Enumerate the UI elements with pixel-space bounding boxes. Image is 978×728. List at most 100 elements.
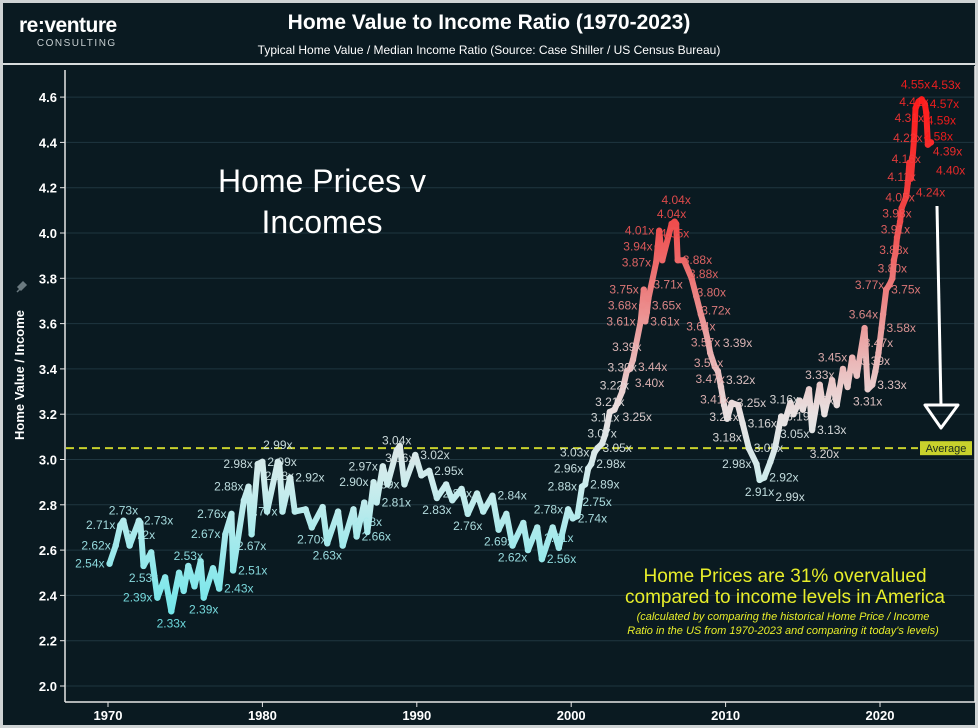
y-tick-label: 3.2 [39, 407, 57, 422]
data-label: 3.04x [382, 433, 411, 447]
data-label: 3.64x [849, 308, 878, 322]
data-label: 3.25x [623, 410, 652, 424]
data-label: 3.47x [864, 336, 893, 350]
x-tick-label: 2000 [557, 708, 586, 723]
data-point [412, 451, 419, 459]
data-point [503, 510, 510, 518]
data-point [509, 542, 516, 549]
data-label: 2.39x [189, 603, 218, 617]
data-label: 4.39x [933, 145, 962, 159]
logo: re:venture CONSULTING [19, 15, 117, 50]
data-label: 3.61x [650, 314, 679, 328]
data-point [591, 449, 598, 456]
data-point [918, 96, 925, 103]
data-point [449, 497, 456, 504]
data-label: 2.81x [382, 496, 411, 510]
data-label: 2.99x [263, 438, 292, 452]
data-label: 3.98x [882, 207, 911, 221]
data-label: 2.51x [238, 563, 267, 577]
data-point [637, 318, 644, 325]
y-tick-label: 3.0 [39, 453, 57, 468]
headline-text: Incomes [262, 204, 383, 240]
data-point [495, 526, 502, 533]
data-label: 2.90x [339, 475, 368, 489]
y-axis-label: Home Value / Income [12, 310, 27, 440]
data-point [869, 381, 876, 388]
data-point [248, 531, 255, 538]
data-point [319, 503, 326, 511]
data-point [896, 218, 904, 225]
data-point [886, 281, 893, 289]
data-label: 3.47x [695, 372, 724, 386]
x-tick-label: 2010 [711, 708, 740, 723]
data-label: 2.98x [223, 457, 252, 471]
x-tick-label: 2020 [866, 708, 895, 723]
data-point [276, 460, 283, 468]
data-point [799, 406, 806, 413]
data-point [222, 531, 229, 538]
data-label: 2.76x [453, 519, 482, 533]
callout-text: compared to income levels in America [625, 587, 945, 608]
callout-note: (calculated by comparing the historical … [637, 611, 930, 623]
data-point [479, 508, 487, 515]
data-point [433, 494, 441, 502]
data-label: 2.68x [353, 515, 382, 529]
data-point [714, 367, 722, 375]
data-label: 2.91x [745, 485, 774, 499]
data-label: 3.71x [653, 278, 682, 292]
y-tick-label: 2.0 [39, 679, 57, 694]
data-label: 3.31x [853, 394, 882, 408]
y-tick-label: 2.6 [39, 543, 57, 558]
data-point [458, 485, 465, 493]
data-label: 3.75x [891, 283, 920, 297]
data-point [308, 524, 316, 531]
headline-text: Home Prices v [218, 163, 426, 199]
data-label: 3.24x [709, 410, 738, 424]
data-label: 2.67x [237, 539, 266, 553]
data-point [680, 256, 688, 264]
arrow-shaft [935, 205, 943, 407]
data-label: 3.45x [818, 351, 847, 365]
data-label: 3.33x [805, 368, 834, 382]
data-label: 3.20x [810, 447, 839, 461]
data-point [209, 565, 217, 572]
data-point [564, 506, 572, 513]
data-point [853, 372, 861, 379]
data-point [697, 311, 705, 318]
data-point [489, 492, 496, 499]
data-label: 3.40x [635, 376, 664, 390]
data-point [245, 483, 252, 490]
data-point [849, 354, 856, 361]
data-point [643, 309, 651, 316]
data-point [717, 383, 725, 391]
data-point [401, 481, 408, 488]
data-label: 3.87x [622, 255, 651, 269]
data-label: 2.92x [769, 471, 798, 485]
data-label: 2.56x [547, 552, 576, 566]
data-label: 3.19x [786, 409, 815, 423]
data-point [828, 377, 836, 384]
data-point [279, 508, 286, 515]
data-point [353, 533, 360, 540]
data-label: 2.88x [548, 480, 577, 494]
data-point [286, 474, 294, 481]
data-label: 4.05x [660, 227, 689, 241]
data-label: 4.58x [924, 130, 953, 144]
data-point [898, 204, 905, 212]
data-point [890, 256, 898, 264]
y-tick-label: 3.8 [39, 271, 57, 286]
x-tick-label: 1970 [94, 708, 123, 723]
data-point [520, 519, 527, 527]
data-label: 2.73x [144, 514, 173, 528]
data-label: 4.16x [892, 152, 921, 166]
callout-text: Home Prices are 31% overvalued [643, 566, 926, 587]
data-point [240, 497, 248, 504]
data-point [120, 517, 127, 524]
data-label: 3.22x [600, 379, 629, 393]
data-label: 2.71x [86, 518, 115, 532]
data-label: 4.01x [625, 224, 654, 238]
data-label: 3.05x [754, 441, 783, 455]
data-point [534, 524, 541, 531]
data-point [640, 286, 647, 293]
